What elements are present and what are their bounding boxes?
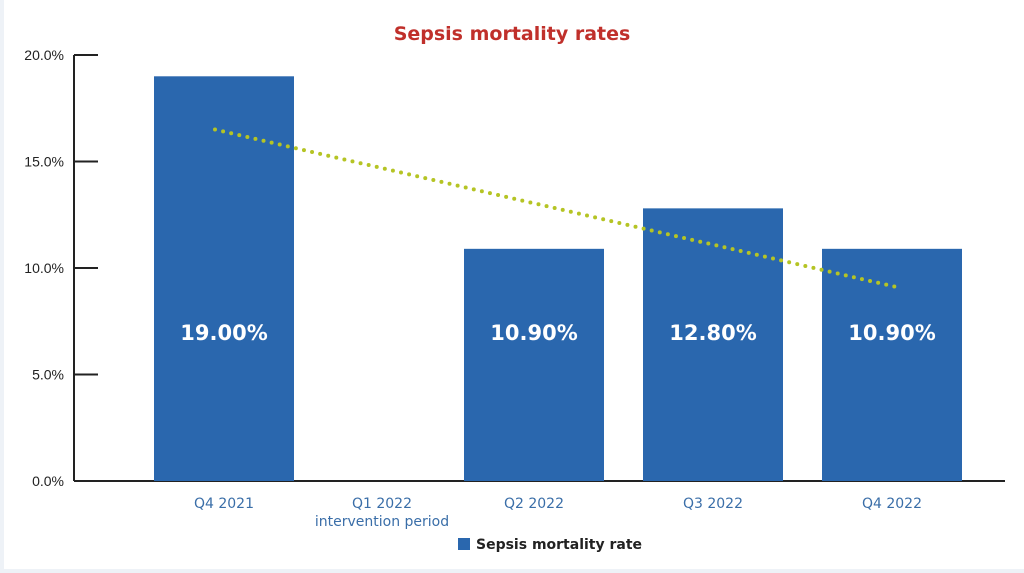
bar — [643, 208, 783, 482]
x-tick-label: intervention period — [315, 514, 449, 530]
data-label: 19.00% — [180, 321, 267, 345]
trendline — [213, 127, 899, 290]
y-tick-label: 10.0% — [24, 260, 64, 276]
x-tick-label: Q1 2022 — [352, 496, 412, 512]
data-label: 10.90% — [490, 321, 577, 345]
y-tick-label: 0.0% — [32, 473, 64, 489]
y-tick-label: 5.0% — [32, 367, 64, 383]
y-tick-label: 20.0% — [24, 47, 64, 63]
x-tick-label: Q3 2022 — [683, 496, 743, 512]
bar — [154, 76, 294, 482]
data-label: 12.80% — [669, 321, 756, 345]
x-tick-label: Q4 2021 — [194, 496, 254, 512]
legend-swatch — [458, 538, 470, 550]
bar — [822, 248, 962, 481]
x-tick-label: Q2 2022 — [504, 496, 564, 512]
x-tick-label: Q4 2022 — [862, 496, 922, 512]
y-tick-label: 15.0% — [24, 154, 64, 170]
data-label: 10.90% — [848, 321, 935, 345]
chart-title: Sepsis mortality rates — [393, 23, 631, 45]
legend-label: Sepsis mortality rate — [476, 537, 642, 553]
bar — [464, 248, 604, 481]
